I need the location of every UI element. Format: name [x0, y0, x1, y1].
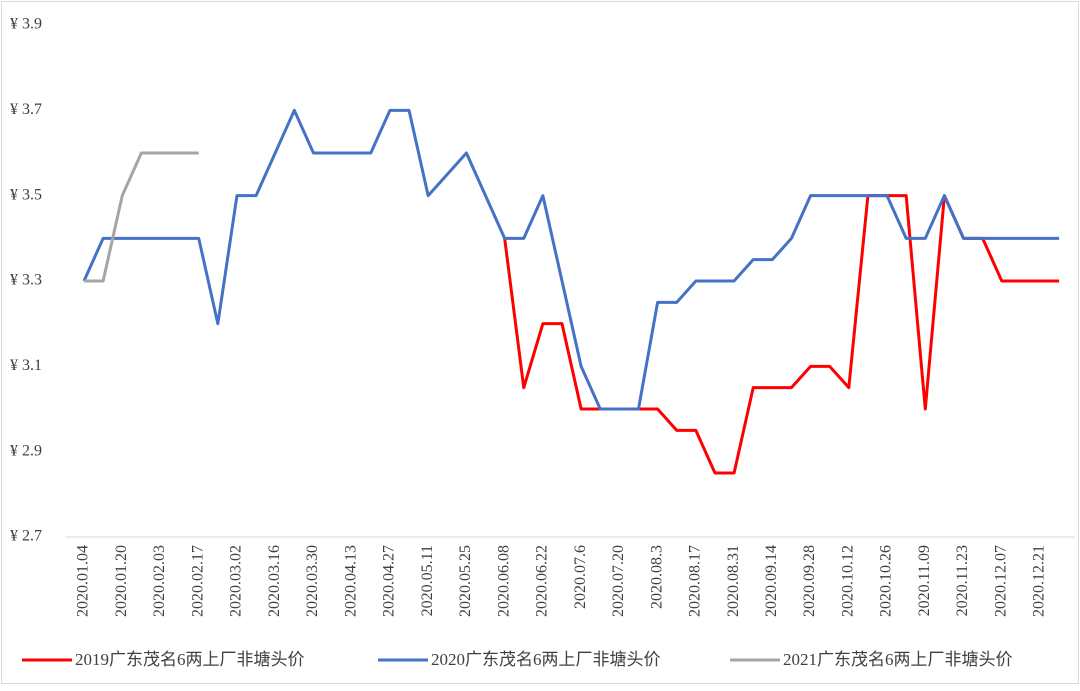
legend-label: 2021广东茂名6两上厂非塘头价 — [783, 650, 1013, 669]
x-tick-label: 2020.08.3 — [648, 545, 665, 609]
x-tick-label: 2020.03.30 — [304, 545, 321, 617]
x-tick-label: 2020.03.16 — [266, 545, 283, 617]
x-tick-label: 2020.01.20 — [113, 545, 130, 617]
x-tick-label: 2020.05.11 — [419, 545, 436, 616]
x-tick-label: 2020.07.6 — [572, 545, 589, 609]
x-tick-label: 2020.02.03 — [151, 545, 168, 617]
x-tick-label: 2020.08.31 — [725, 545, 742, 617]
x-tick-label: 2020.10.12 — [839, 545, 856, 617]
y-tick-label: ¥ 2.7 — [10, 528, 42, 545]
x-tick-label: 2020.07.20 — [610, 545, 627, 617]
x-tick-label: 2020.04.13 — [342, 545, 359, 617]
y-tick-label: ¥ 3.7 — [10, 101, 42, 118]
x-tick-label: 2020.11.09 — [916, 545, 933, 616]
y-tick-label: ¥ 3.3 — [10, 272, 42, 289]
x-tick-label: 2020.12.07 — [992, 545, 1009, 617]
x-tick-label: 2020.09.28 — [801, 545, 818, 617]
x-tick-label: 2020.02.17 — [189, 545, 206, 617]
x-tick-label: 2020.11.23 — [954, 545, 971, 616]
y-tick-label: ¥ 3.5 — [10, 186, 42, 203]
x-tick-label: 2020.01.04 — [75, 545, 92, 617]
x-tick-label: 2020.06.22 — [534, 545, 551, 617]
x-tick-label: 2020.10.26 — [878, 545, 895, 617]
y-tick-label: ¥ 3.9 — [10, 16, 42, 33]
y-tick-label: ¥ 2.9 — [10, 442, 42, 459]
legend-label: 2020广东茂名6两上厂非塘头价 — [431, 650, 661, 669]
series-line — [84, 151, 199, 283]
x-tick-label: 2020.05.25 — [457, 545, 474, 617]
x-tick-label: 2020.04.27 — [381, 545, 398, 617]
legend-label: 2019广东茂名6两上厂非塘头价 — [75, 650, 305, 669]
x-tick-label: 2020.06.08 — [495, 545, 512, 617]
x-tick-label: 2020.09.14 — [763, 545, 780, 617]
x-tick-label: 2020.08.17 — [687, 545, 704, 617]
y-tick-label: ¥ 3.1 — [10, 357, 42, 374]
x-tick-label: 2020.03.02 — [228, 545, 245, 617]
x-tick-label: 2020.12.21 — [1031, 545, 1048, 617]
series-line — [82, 108, 1060, 411]
